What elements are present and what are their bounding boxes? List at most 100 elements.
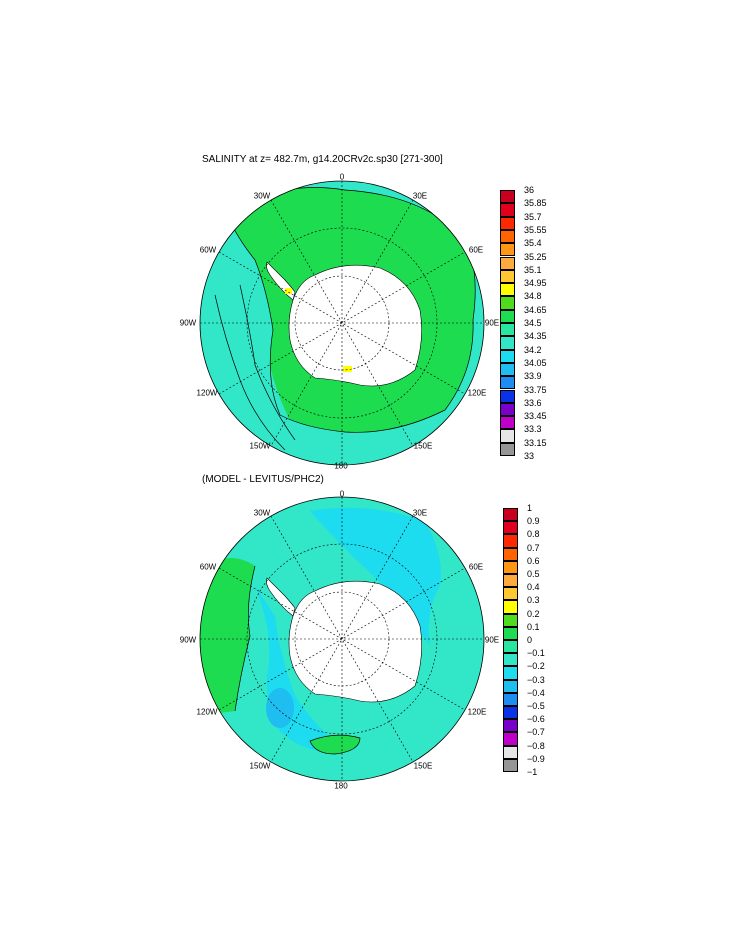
bottom-colorbar-swatch [503,613,518,627]
bottom-colorbar-label: 0 [527,635,533,645]
lon-label-90w: 90W [179,318,197,328]
top-colorbar-swatch [500,349,515,363]
bottom-colorbar-swatch [503,758,518,772]
bottom-colorbar-label: 0.1 [527,621,540,632]
lon-label-120e: 120E [467,388,487,398]
bottom-colorbar-label: −0.9 [527,753,545,764]
antarctica-land [288,264,422,387]
top-colorbar-swatch [500,376,515,390]
bottom-colorbar-swatch [503,666,518,680]
top-colorbar-swatch [500,203,515,217]
top-panel-title: SALINITY at z= 482.7m, g14.20CRv2c.sp30 … [202,154,443,165]
lon-label-90e: 90E [484,318,500,328]
bottom-colorbar-label: 0.7 [527,542,540,553]
top-colorbar-label: 34.95 [524,278,547,289]
top-colorbar-swatch [500,336,515,350]
top-colorbar-label: 33.3 [524,424,542,435]
top-colorbar-label: 34.35 [524,331,547,342]
bottom-colorbar-label: 0.9 [527,516,540,527]
bottom-colorbar-label: 0.8 [527,529,540,540]
weddell-yellow-patch [285,288,292,294]
bottom-colorbar-label: −0.2 [527,661,545,672]
bottom-colorbar-swatch [503,600,518,614]
diff-contour-0-south [309,734,361,755]
top-colorbar-swatch [500,402,515,417]
bottom-colorbar-label: −1 [527,767,538,777]
top-colorbar-label: 33.75 [524,384,547,395]
diff-contour-0 [234,565,256,712]
diff-antarctica-land [288,580,422,703]
diff-lon-label-30w: 30W [253,508,271,518]
top-colorbar-label: 33.45 [524,411,547,422]
lon-label-150w: 150W [249,441,271,451]
bottom-colorbar-swatch [503,547,518,561]
bottom-colorbar-swatch [503,508,518,522]
lon-label-120w: 120W [196,388,218,398]
bottom-colorbar-label: 0.6 [527,555,540,566]
top-colorbar-swatch [500,269,515,284]
bottom-colorbar-swatch [503,745,518,759]
bottom-colorbar-swatch [503,653,518,667]
top-colorbar-label: 33.15 [524,437,547,448]
bottom-colorbar-label: 1 [527,503,533,513]
top-colorbar-label: 35.7 [524,211,542,222]
top-colorbar-swatch [500,429,515,443]
lon-label-180: 180 [334,461,348,471]
salinity-polar-map [199,180,485,466]
bottom-panel-title: (MODEL - LEVITUS/PHC2) [202,474,324,485]
diff-lon-label-30e: 30E [412,508,428,518]
top-colorbar-label: 35.4 [524,238,542,249]
top-colorbar-label: 35.1 [524,264,542,275]
bottom-colorbar-swatch [503,732,518,746]
bottom-colorbar-label: 0.5 [527,569,540,579]
diff-lon-label-120w: 120W [196,707,218,717]
top-colorbar-swatch [500,256,515,270]
lon-label-30w: 30W [253,191,271,201]
graticule [200,181,484,465]
top-colorbar-swatch [500,416,515,430]
bottom-colorbar: 1 0.9 0.8 0.7 0.6 0.5 0.4 0.3 0.2 0.1 0 −0.1 −0.2 −0.… [503,503,563,777]
lon-label-60w: 60W [199,245,217,255]
bottom-colorbar-swatch [503,706,518,720]
top-colorbar-label: 33 [524,451,535,461]
top-colorbar: 36 35.85 35.7 35.55 35.4 35.25 35.1 34.95 34.8 34… [500,185,560,461]
bottom-colorbar-swatch [503,521,518,535]
top-colorbar-label: 35.25 [524,251,547,262]
bottom-colorbar-swatch [503,719,518,733]
contour-34-2 [214,294,286,451]
top-colorbar-swatch [500,309,515,323]
lon-label-30e: 30E [412,191,428,201]
lon-label-150e: 150E [413,441,433,451]
bottom-colorbar-swatch [503,692,518,706]
bottom-colorbar-label: 0.4 [527,582,540,593]
diff-lon-label-90e: 90E [484,635,500,645]
diff-lon-label-60e: 60E [468,562,484,572]
bottom-colorbar-swatch [503,640,518,654]
top-colorbar-label: 36 [524,185,535,195]
diff-lon-label-180: 180 [334,781,348,791]
top-colorbar-label: 35.55 [524,224,547,235]
top-colorbar-swatch [500,190,515,204]
contour-34-35 [239,284,296,441]
diff-negative-core [266,688,294,728]
bottom-colorbar-swatch [503,574,518,588]
bottom-colorbar-label: −0.3 [527,674,545,685]
diff-positive-south [310,735,360,754]
salinity-difference-polar-map [199,496,485,782]
diff-lon-label-60w: 60W [199,562,217,572]
top-colorbar-swatch [500,229,515,244]
bottom-colorbar-label: −0.6 [527,714,545,725]
diff-graticule [200,497,484,781]
top-colorbar-swatch [500,296,515,310]
bottom-colorbar-swatch [503,679,518,693]
bottom-colorbar-swatch [503,626,518,640]
bottom-colorbar-label: −0.8 [527,740,545,751]
diff-lon-label-90w: 90W [179,635,197,645]
bottom-colorbar-label: −0.7 [527,727,545,738]
bottom-colorbar-label: 0.3 [527,595,540,606]
top-colorbar-label: 33.9 [524,371,542,382]
bottom-colorbar-label: −0.4 [527,687,545,698]
bottom-colorbar-label: −0.1 [527,648,545,659]
diff-lon-label-120e: 120E [467,707,487,717]
top-colorbar-label: 34.8 [524,291,542,302]
